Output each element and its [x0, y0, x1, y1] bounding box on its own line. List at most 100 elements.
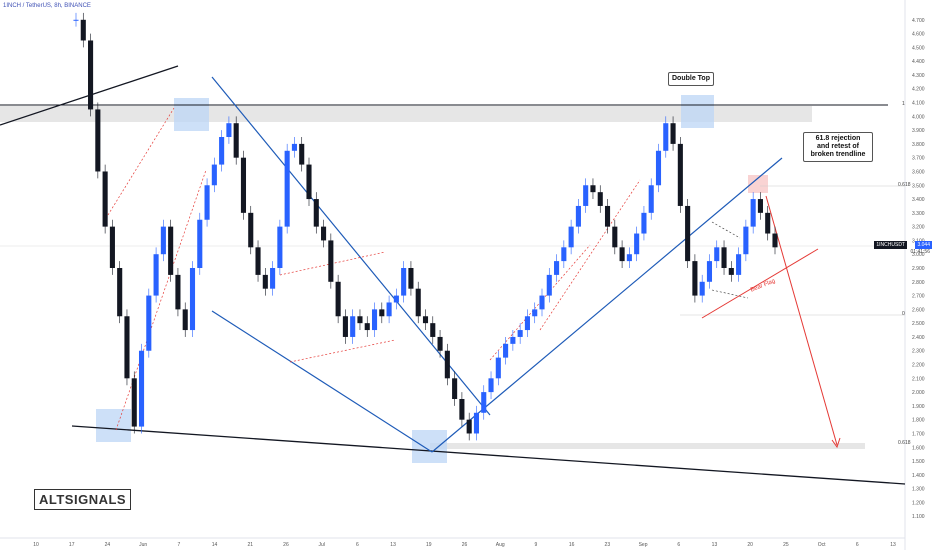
candle-body	[575, 205, 581, 227]
time-tick-label: 21	[247, 542, 253, 548]
candle-body	[604, 205, 611, 227]
time-tick-label: 23	[605, 542, 611, 548]
countdown-value: 01:41:56	[910, 249, 930, 255]
price-tick-label: 4.500	[912, 45, 925, 51]
candle-body	[291, 143, 297, 151]
trendline-bottom	[71, 425, 906, 485]
candle-body	[277, 226, 283, 268]
price-tick-label: 4.200	[912, 87, 925, 93]
price-tick-label: 3.700	[912, 156, 925, 162]
candle-body	[160, 226, 166, 255]
candle-body	[117, 268, 123, 317]
candle-body	[655, 150, 662, 186]
candle-body	[714, 247, 720, 262]
candle-body	[641, 212, 647, 234]
candle-body	[393, 295, 399, 303]
time-tick-label: Oct	[818, 542, 826, 548]
fib-618-top-label: 0.618	[898, 182, 911, 188]
candle-body	[677, 143, 683, 206]
price-tick-label: 3.900	[912, 128, 925, 134]
candle-body	[634, 233, 640, 255]
candle-body	[422, 316, 429, 324]
candle-body	[561, 247, 567, 262]
fib-1-label: 1	[902, 101, 905, 107]
price-axis: 1.100 1.200 1.300 1.400 1.500 1.600 1.700 1.800…	[912, 18, 925, 520]
price-tick-label: 2.100	[912, 376, 925, 382]
candle-body	[568, 226, 574, 248]
candle-body	[663, 123, 669, 151]
current-price-value: 3.044	[915, 241, 932, 249]
candle-body	[335, 281, 341, 317]
price-tick-label: 2.300	[912, 349, 925, 355]
candle-body	[466, 419, 472, 434]
candle-body	[197, 219, 203, 268]
price-tick-label: 4.700	[912, 18, 925, 24]
candle-body	[772, 233, 778, 248]
candle-body	[189, 268, 196, 331]
candle-body	[233, 123, 239, 158]
candle-body	[757, 199, 763, 213]
candle-body	[270, 268, 276, 289]
candle-body	[80, 19, 86, 41]
time-axis: 10 17 24 Jun 7 14 21 26 Jul 6 13 19 26 Aug 9 16 23 Sep 6 13…	[33, 542, 896, 548]
candle-body	[379, 309, 385, 317]
uptrend-line	[431, 157, 783, 453]
price-tick-label: 3.000	[912, 252, 925, 258]
candle-body	[248, 212, 254, 248]
candle-body	[364, 323, 370, 331]
candle-body	[532, 309, 538, 317]
candle-body	[699, 281, 705, 296]
candle-body	[597, 192, 603, 206]
candle-body	[510, 336, 516, 344]
time-tick-label: 6	[856, 542, 859, 548]
time-tick-label: 13	[890, 542, 896, 548]
candle-body	[386, 302, 392, 317]
candle-body	[306, 164, 312, 200]
time-tick-label: 7	[177, 542, 180, 548]
price-tick-label: 1.100	[912, 514, 925, 520]
time-tick-label: 19	[426, 542, 432, 548]
fib-618-bottom-label: 0.618	[898, 440, 911, 446]
price-tick-label: 2.200	[912, 363, 925, 369]
candle-body	[240, 157, 247, 213]
wedge-upper	[211, 76, 491, 416]
candle-body	[321, 226, 327, 241]
time-tick-label: Sep	[639, 542, 648, 548]
double-top-label: Double Top	[668, 72, 714, 86]
candle-body	[401, 268, 407, 296]
candle-body	[648, 185, 654, 213]
candle-body	[262, 274, 268, 289]
price-tick-label: 4.600	[912, 32, 925, 38]
candle-body	[73, 19, 79, 21]
candle-body	[495, 357, 501, 379]
price-tick-label: 3.800	[912, 142, 925, 148]
price-tick-label: 2.800	[912, 280, 925, 286]
time-tick-label: 6	[356, 542, 359, 548]
time-tick-label: 14	[212, 542, 218, 548]
target-arrow	[765, 195, 838, 446]
candle-body	[736, 254, 742, 275]
time-tick-label: Jun	[139, 542, 147, 548]
candle-body	[473, 412, 480, 434]
time-tick-label: 25	[783, 542, 789, 548]
time-tick-label: 13	[390, 542, 396, 548]
candle-body	[95, 109, 101, 172]
candle-body	[728, 268, 734, 275]
candle-body	[583, 185, 589, 206]
double-top-highlight	[681, 95, 714, 128]
candle-body	[670, 123, 676, 144]
price-tick-label: 4.400	[912, 59, 925, 65]
price-tick-label: 4.000	[912, 114, 925, 120]
price-tick-label: 1.400	[912, 473, 925, 479]
time-tick-label: Aug	[496, 542, 505, 548]
price-tick-label: 2.600	[912, 307, 925, 313]
price-tick-label: 2.900	[912, 266, 925, 272]
candle-body	[138, 350, 145, 427]
candle-body	[685, 205, 691, 262]
time-tick-label: 16	[569, 542, 575, 548]
candle-body	[444, 350, 450, 379]
support-zone	[430, 443, 865, 449]
candle-body	[765, 212, 771, 234]
candle-body	[88, 40, 94, 110]
